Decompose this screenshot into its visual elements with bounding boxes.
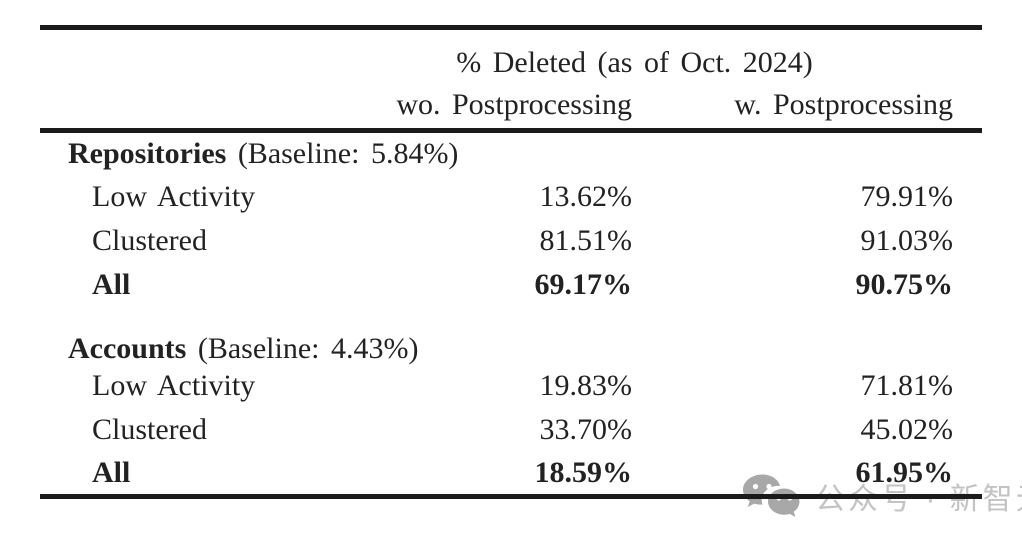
table-row-repositories-all: All 69.17% 90.75% [40, 263, 982, 307]
value-w-postprocessing: 61.95% [855, 456, 954, 489]
group-header-row: % Deleted (as of Oct. 2024) [40, 28, 982, 82]
column-group-title: % Deleted (as of Oct. 2024) [456, 45, 813, 79]
row-label: Low Activity [92, 179, 256, 213]
col-header-w-postprocessing: w. Postprocessing [734, 87, 953, 121]
value-wo-postprocessing: 69.17% [534, 267, 633, 301]
column-header-row: wo. Postprocessing w. Postprocessing [40, 81, 982, 131]
value-w-postprocessing: 45.02% [860, 413, 954, 447]
table-row-accounts-all: All 18.59% 61.95% [40, 452, 982, 496]
section-name: Accounts [68, 331, 187, 365]
row-label: All [92, 456, 131, 489]
value-wo-postprocessing: 18.59% [534, 456, 633, 489]
value-wo-postprocessing: 19.83% [539, 369, 633, 403]
row-label: All [92, 267, 131, 301]
watermark-text: 公众号 · 新智元 [815, 483, 1022, 516]
deletion-rate-table: % Deleted (as of Oct. 2024) wo. Postproc… [40, 25, 982, 499]
table-body: Repositories (Baseline: 5.84%) Low Activ… [40, 131, 982, 497]
value-w-postprocessing: 90.75% [855, 267, 954, 301]
row-label: Clustered [92, 223, 207, 257]
table-row-accounts-clustered: Clustered 33.70% 45.02% [40, 408, 982, 452]
row-label: Low Activity [92, 369, 256, 403]
empty-header-cell [40, 81, 345, 131]
value-w-postprocessing: 71.81% [860, 369, 954, 403]
value-wo-postprocessing: 13.62% [539, 179, 633, 213]
section-header-accounts: Accounts (Baseline: 4.43%) [40, 307, 982, 365]
value-wo-postprocessing: 81.51% [539, 223, 633, 257]
section-baseline-note: (Baseline: 5.84%) [237, 137, 459, 170]
table-row-repositories-low-activity: Low Activity 13.62% 79.91% [40, 175, 982, 219]
row-label: Clustered [92, 413, 207, 447]
empty-header-cell [40, 28, 345, 82]
section-baseline-note: (Baseline: 4.43%) [197, 331, 419, 365]
table-row-accounts-low-activity: Low Activity 19.83% 71.81% [40, 364, 982, 408]
value-w-postprocessing: 91.03% [860, 223, 954, 257]
section-header-repositories: Repositories (Baseline: 5.84%) [40, 131, 982, 175]
col-header-wo-postprocessing: wo. Postprocessing [396, 87, 632, 121]
section-name: Repositories [68, 137, 227, 170]
table-row-repositories-clustered: Clustered 81.51% 91.03% [40, 219, 982, 263]
value-wo-postprocessing: 33.70% [539, 413, 633, 447]
table-header: % Deleted (as of Oct. 2024) wo. Postproc… [40, 28, 982, 131]
value-w-postprocessing: 79.91% [860, 179, 954, 213]
